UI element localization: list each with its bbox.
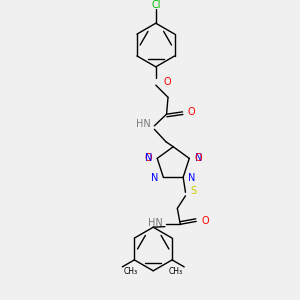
Text: S: S: [191, 187, 197, 196]
Text: O: O: [194, 153, 202, 163]
Text: N: N: [145, 153, 152, 163]
Text: O: O: [164, 77, 172, 87]
Text: Cl: Cl: [151, 0, 160, 10]
Text: HN: HN: [148, 218, 163, 228]
Text: N: N: [151, 173, 158, 183]
Text: O: O: [202, 216, 209, 226]
Text: N: N: [194, 152, 202, 163]
Text: CH₃: CH₃: [169, 267, 183, 276]
Text: HN: HN: [136, 119, 150, 129]
Text: CH₃: CH₃: [124, 267, 138, 276]
Text: N: N: [188, 173, 196, 183]
Text: O: O: [144, 152, 152, 163]
Text: O: O: [188, 107, 195, 117]
